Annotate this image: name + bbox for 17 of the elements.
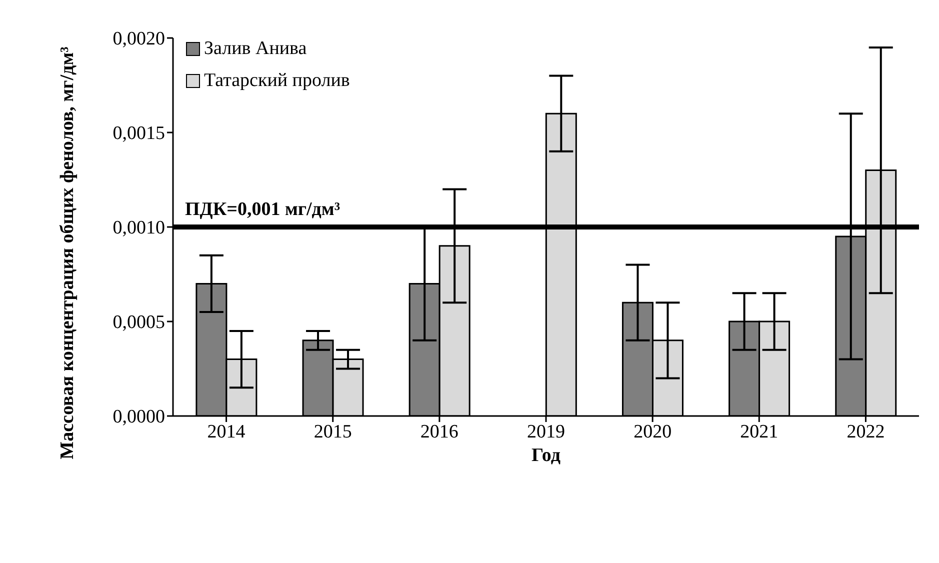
y-tick-label: 0,0000 — [112, 406, 165, 428]
x-tick-label: 2016 — [420, 421, 458, 442]
legend-label: Татарский пролив — [204, 70, 350, 92]
y-axis-title: Массовая концентрация общих фенолов, мг/дм³ — [57, 46, 78, 460]
legend-label: Залив Анива — [204, 38, 307, 60]
x-tick-label: 2019 — [527, 421, 565, 442]
y-tick-label: 0,0010 — [112, 218, 165, 239]
ref-line-label: ПДК=0,001 мг/дм³ — [185, 199, 340, 220]
x-tick-label: 2022 — [846, 421, 885, 442]
y-tick-label: 0,0020 — [112, 28, 165, 50]
x-tick-label: 2020 — [634, 421, 672, 442]
x-axis-title: Год — [532, 445, 561, 466]
x-tick-label: 2015 — [314, 421, 352, 442]
x-tick-label: 2021 — [740, 421, 778, 442]
x-tick-label: 2014 — [207, 421, 246, 442]
y-tick-label: 0,0005 — [112, 312, 165, 334]
y-tick-label: 0,0015 — [112, 123, 165, 144]
